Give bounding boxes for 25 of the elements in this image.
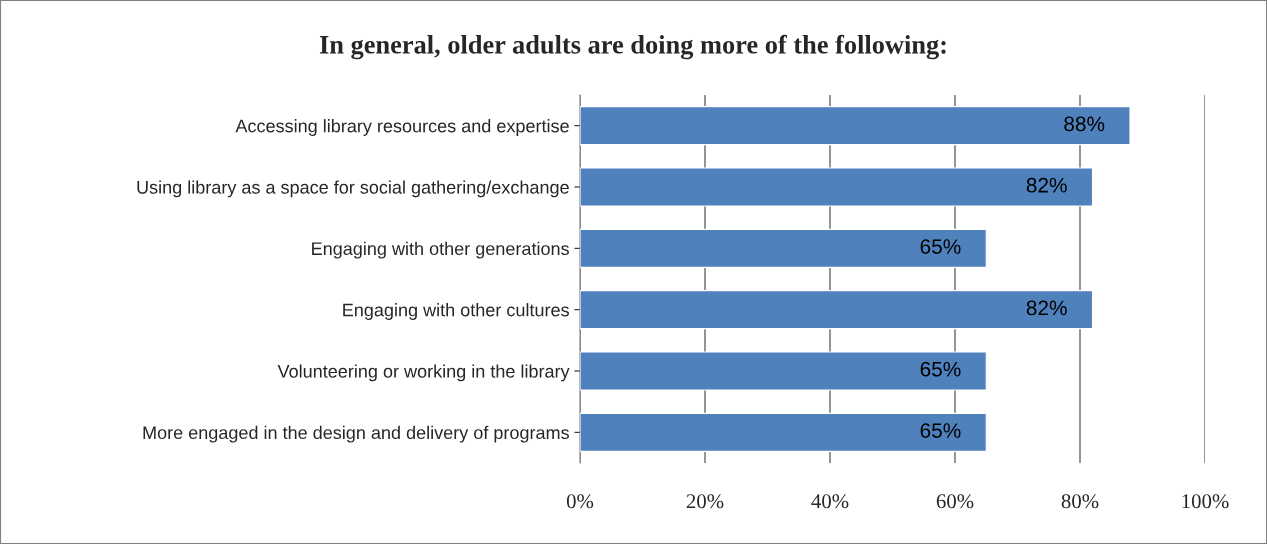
y-tick-label: Engaging with other generations (312, 241, 569, 259)
x-tick-label: 100% (1182, 494, 1229, 509)
data-label: 82% (1026, 177, 1067, 193)
y-tick-label: Accessing library resources and expertise (235, 119, 569, 136)
y-tick-label: Engaging with other cultures (343, 303, 569, 320)
bar (580, 167, 1094, 207)
x-tick-label: 80% (1061, 494, 1099, 509)
data-label: 65% (920, 361, 961, 377)
x-tick-label: 60% (936, 494, 974, 509)
data-label: 65% (920, 239, 961, 254)
x-tick-label: 20% (686, 494, 724, 509)
bar (580, 228, 987, 268)
chart-title: In general, older adults are doing more of the following: (319, 34, 946, 60)
bar (580, 106, 1131, 146)
bar (580, 290, 1094, 330)
x-tick-label: 40% (811, 494, 849, 509)
data-label: 88% (1064, 116, 1105, 132)
y-tick-label: Using library as a space for social gathering/exchange (137, 180, 569, 198)
data-label: 65% (920, 423, 961, 438)
y-tick-label: More engaged in the design and delivery of programs (143, 425, 569, 443)
y-tick-label: Volunteering or working in the library (277, 364, 570, 382)
data-label: 82% (1026, 300, 1067, 316)
bar (580, 412, 987, 452)
x-tick-label: 0% (566, 494, 594, 509)
bar (580, 351, 987, 391)
